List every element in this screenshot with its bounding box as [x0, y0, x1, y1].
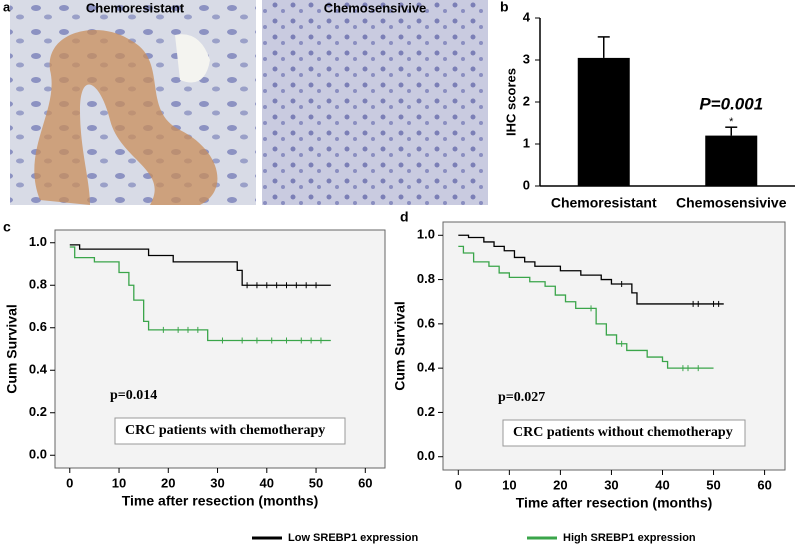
p-value: p=0.014: [110, 388, 157, 403]
y-tick-label: 4: [523, 9, 531, 24]
x-tick-label: Chemoresistant: [551, 195, 657, 211]
y-tick-label: 0.0: [29, 447, 47, 462]
image-label: Chemosensivive: [324, 0, 427, 15]
survival-curve: [69, 246, 331, 342]
image-chemosensitive: [262, 0, 488, 205]
y-tick-label: 0.8: [417, 271, 435, 286]
y-tick-label: 0.4: [29, 362, 48, 377]
p-value: p=0.027: [498, 390, 545, 405]
y-tick-label: 2: [523, 93, 530, 108]
x-tick-label: 0: [455, 477, 462, 492]
x-tick-label: 60: [358, 475, 372, 490]
y-tick-label: 1.0: [417, 227, 435, 242]
legend-label: Low SREBP1 expression: [288, 532, 418, 544]
x-axis-label: Time after resection (months): [122, 493, 319, 509]
y-tick-label: 0.2: [29, 404, 47, 419]
annotation-box: [114, 417, 346, 445]
y-tick-label: 0.0: [417, 448, 435, 463]
lumen: [175, 34, 210, 83]
y-tick-label: 0.4: [417, 360, 436, 375]
y-axis-label: Cum Survival: [392, 301, 408, 390]
bar: [577, 57, 630, 187]
y-tick-label: 0.2: [417, 404, 435, 419]
annotation: CRC patients with chemotherapy: [125, 423, 325, 438]
y-axis-label: IHC scores: [503, 68, 518, 136]
x-tick-label: 10: [502, 477, 516, 492]
x-tick-label: 0: [66, 475, 73, 490]
survival-curve: [458, 245, 714, 369]
y-tick-label: 0.8: [29, 277, 47, 292]
x-tick-label: 50: [309, 475, 323, 490]
y-tick-label: 0: [523, 177, 530, 192]
y-tick-label: 0.6: [417, 315, 435, 330]
bar: [705, 135, 758, 186]
x-tick-label: 10: [112, 475, 126, 490]
annotation-box: [502, 419, 746, 447]
x-tick-label: 30: [210, 475, 224, 490]
x-tick-label: 40: [260, 475, 274, 490]
panel-label: a: [3, 0, 11, 14]
survival-curve: [69, 244, 331, 286]
y-axis-label: Cum Survival: [4, 304, 20, 393]
legend: Low SREBP1 expression High SREBP1 express…: [252, 532, 696, 544]
x-tick-label: 50: [706, 477, 720, 492]
panel-label: c: [3, 219, 11, 235]
x-axis-label: Time after resection (months): [516, 495, 713, 511]
legend-label: High SREBP1 expression: [563, 532, 696, 544]
annotation: *: [729, 116, 734, 128]
annotation: P=0.001: [699, 95, 763, 114]
x-tick-label: 40: [655, 477, 669, 492]
y-tick-label: 3: [523, 51, 530, 66]
x-tick-label: Chemosensivive: [676, 195, 787, 211]
panel-label: d: [400, 209, 409, 225]
y-tick-label: 1.0: [29, 234, 47, 249]
panel-label: b: [500, 0, 509, 15]
x-tick-label: 30: [604, 477, 618, 492]
x-tick-label: 20: [553, 477, 567, 492]
x-tick-label: 60: [757, 477, 771, 492]
y-tick-label: 1: [523, 135, 530, 150]
y-tick-label: 0.6: [29, 319, 47, 334]
stained-tissue: [34, 30, 218, 205]
image-label: Chemoresistant: [86, 0, 185, 15]
annotation: CRC patients without chemotherapy: [513, 425, 733, 440]
x-tick-label: 20: [161, 475, 175, 490]
